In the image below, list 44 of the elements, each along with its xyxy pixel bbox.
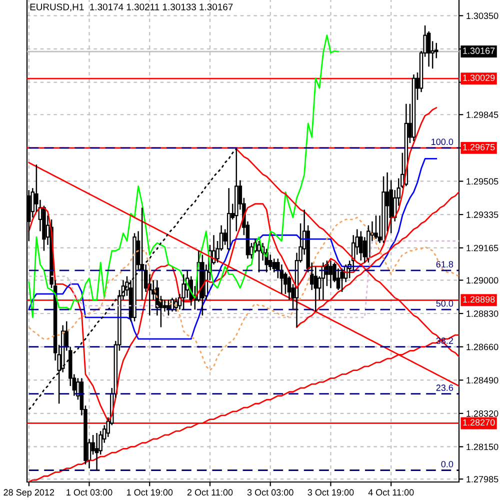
y-tick-label: 1.29000 — [466, 277, 498, 284]
line-series — [28, 216, 459, 372]
y-tick-label: 1.28320 — [466, 410, 498, 417]
x-tick-label: 4 Oct 11:00 — [368, 489, 414, 496]
y-tick-label: 1.29505 — [466, 178, 498, 185]
candlestick — [182, 274, 186, 310]
candlestick — [434, 42, 438, 59]
y-tick-label: 1.30350 — [466, 12, 498, 20]
ref-line-label: 1.28898 — [463, 296, 495, 303]
x-tick-label: 3 Oct 19:00 — [308, 489, 354, 496]
line-series — [28, 34, 339, 318]
series-label: 61.8 — [436, 261, 454, 268]
candlestick — [94, 432, 99, 471]
y-tick-label: 1.28150 — [466, 444, 498, 450]
ref-line-label: 1.30167 — [463, 48, 495, 54]
x-tick-label: 1 Oct 03:00 — [66, 489, 112, 496]
series-label: 100.0 — [432, 138, 454, 146]
line-series — [28, 158, 438, 340]
ref-line-label: 1.30029 — [463, 74, 495, 81]
series-label: 23.6 — [436, 384, 454, 391]
y-tick-label: 1.29845 — [466, 112, 498, 118]
candlestick — [268, 254, 272, 272]
y-tick-label: 1.29335 — [466, 212, 498, 218]
ref-line-label: 1.28270 — [463, 419, 495, 426]
candlestick — [412, 74, 416, 142]
candlestick — [314, 266, 318, 312]
series-label: 0.0 — [441, 460, 454, 468]
y-tick-label: 1.28660 — [466, 344, 498, 350]
candlestick — [287, 276, 292, 300]
x-tick-label: 2 Oct 11:00 — [187, 489, 233, 496]
x-tick-label: 28 Sep 2012 — [4, 489, 54, 498]
chart-title: EURUSD,H1 1.30174 1.30211 1.30133 1.30167 — [30, 4, 233, 12]
candlestick — [336, 268, 340, 291]
y-tick-label: 1.28830 — [466, 310, 498, 317]
candlestick — [328, 260, 333, 289]
candlestick — [272, 258, 276, 273]
x-tick-label: 3 Oct 03:00 — [247, 489, 294, 496]
y-tick-label: 1.29165 — [466, 244, 498, 252]
candlestick — [226, 187, 231, 252]
y-tick-label: 1.28490 — [466, 377, 498, 384]
ref-line-label: 1.29675 — [463, 144, 495, 150]
y-tick-label: 1.27985 — [466, 476, 498, 482]
series-label: 50.0 — [436, 300, 454, 307]
x-tick-label: 1 Oct 19:00 — [126, 489, 173, 496]
